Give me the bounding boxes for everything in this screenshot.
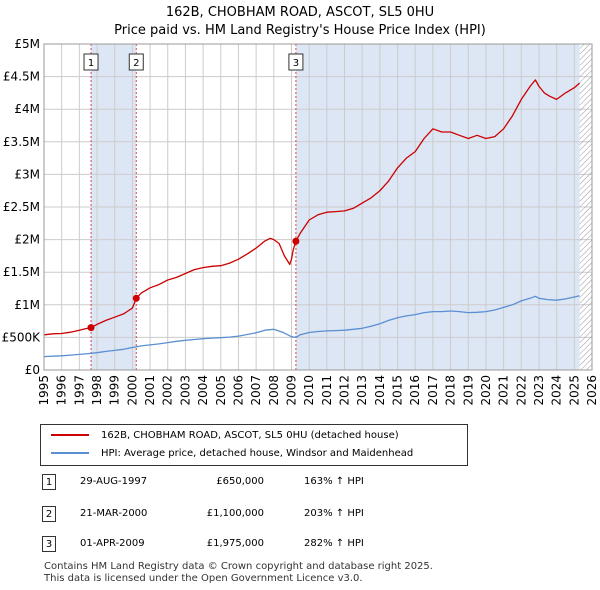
- x-tick-label: 2017: [426, 375, 440, 406]
- sale-point: [87, 324, 95, 332]
- x-tick-label: 2000: [125, 375, 139, 406]
- y-tick-label: £3M: [14, 167, 40, 181]
- transaction-number: 2: [42, 506, 56, 522]
- x-tick-label: 2023: [532, 375, 546, 406]
- legend-swatch-hpi: [51, 452, 89, 454]
- x-tick-label: 2003: [178, 375, 192, 406]
- y-tick-label: £5M: [14, 37, 40, 51]
- sale-label: 3: [293, 58, 299, 69]
- transaction-date: 01-APR-2009: [80, 538, 145, 549]
- y-tick-label: £1.5M: [3, 265, 40, 279]
- x-tick-label: 2002: [161, 375, 175, 406]
- transaction-date: 21-MAR-2000: [80, 508, 148, 519]
- x-tick-label: 2008: [267, 375, 281, 406]
- x-tick-label: 2015: [391, 375, 405, 406]
- transaction-price: £1,100,000: [206, 508, 264, 519]
- x-tick-label: 2020: [479, 375, 493, 406]
- sale-label: 2: [133, 58, 139, 69]
- x-tick-label: 2024: [550, 375, 564, 406]
- transaction-number: 1: [42, 474, 56, 490]
- legend-label-hpi: HPI: Average price, detached house, Wind…: [101, 448, 414, 459]
- x-tick-label: 2016: [408, 375, 422, 406]
- transaction-hpi: 163% ↑ HPI: [304, 476, 364, 487]
- x-tick-label: 2007: [249, 375, 263, 406]
- x-tick-label: 1995: [37, 375, 51, 406]
- transaction-price: £1,975,000: [206, 538, 264, 549]
- legend-item-hpi: HPI: Average price, detached house, Wind…: [51, 446, 413, 462]
- y-tick-label: £500K: [2, 330, 42, 344]
- footer-copyright: Contains HM Land Registry data © Crown c…: [44, 561, 433, 572]
- forecast-hatch: [579, 44, 592, 370]
- x-tick-label: 2022: [514, 375, 528, 406]
- sale-label: 1: [88, 58, 94, 69]
- sale-point: [132, 294, 140, 302]
- transaction-hpi: 203% ↑ HPI: [304, 508, 364, 519]
- legend: 162B, CHOBHAM ROAD, ASCOT, SL5 0HU (deta…: [40, 424, 468, 466]
- x-tick-label: 2025: [567, 375, 581, 406]
- x-tick-label: 2010: [302, 375, 316, 406]
- sale-label-box: [288, 53, 304, 71]
- x-tick-label: 2005: [214, 375, 228, 406]
- plot-frame: [43, 43, 593, 371]
- transaction-number: 3: [42, 536, 56, 552]
- y-tick-label: £4M: [14, 102, 40, 116]
- sale-label-box: [128, 53, 144, 71]
- x-tick-label: 1996: [55, 375, 69, 406]
- x-tick-label: 2006: [231, 375, 245, 406]
- y-tick-label: £2.5M: [3, 200, 40, 214]
- x-tick-label: 2018: [444, 375, 458, 406]
- x-tick-label: 2012: [338, 375, 352, 406]
- transaction-date: 29-AUG-1997: [80, 476, 148, 487]
- x-tick-label: 2021: [497, 375, 511, 406]
- sale-label-box: [83, 53, 99, 71]
- price-chart: 1 2 3 £0 £500K £1M £1.5M £2M £2.5M £3M £3.5M £4M £4…: [2, 37, 599, 406]
- transaction-price: £650,000: [216, 476, 264, 487]
- x-tick-label: 1998: [90, 375, 104, 406]
- x-tick-label: 2026: [585, 375, 599, 406]
- x-tick-label: 2019: [461, 375, 475, 406]
- x-tick-label: 2009: [284, 375, 298, 406]
- transaction-hpi: 282% ↑ HPI: [304, 538, 364, 549]
- y-tick-label: £4.5M: [3, 70, 40, 84]
- chart-subtitle: Price paid vs. HM Land Registry's House …: [114, 23, 486, 38]
- x-tick-label: 2004: [196, 375, 210, 406]
- x-tick-label: 2013: [355, 375, 369, 406]
- y-tick-label: £2M: [14, 233, 40, 247]
- footer-licence: This data is licensed under the Open Gov…: [44, 573, 363, 584]
- y-tick-label: £3.5M: [3, 135, 40, 149]
- y-tick-label: £1M: [14, 298, 40, 312]
- sale-point: [292, 237, 300, 245]
- x-tick-label: 1997: [72, 375, 86, 406]
- series-line-hpi: [43, 295, 580, 358]
- x-tick-label: 2014: [373, 375, 387, 406]
- x-tick-label: 1999: [108, 375, 122, 406]
- x-tick-label: 2001: [143, 375, 157, 406]
- legend-item-property: 162B, CHOBHAM ROAD, ASCOT, SL5 0HU (deta…: [51, 428, 399, 444]
- chart-title: 162B, CHOBHAM ROAD, ASCOT, SL5 0HU: [165, 5, 435, 20]
- legend-label-property: 162B, CHOBHAM ROAD, ASCOT, SL5 0HU (deta…: [101, 430, 399, 441]
- x-tick-label: 2011: [320, 375, 334, 406]
- y-tick-label: £0: [25, 363, 40, 377]
- legend-swatch-property: [51, 434, 89, 436]
